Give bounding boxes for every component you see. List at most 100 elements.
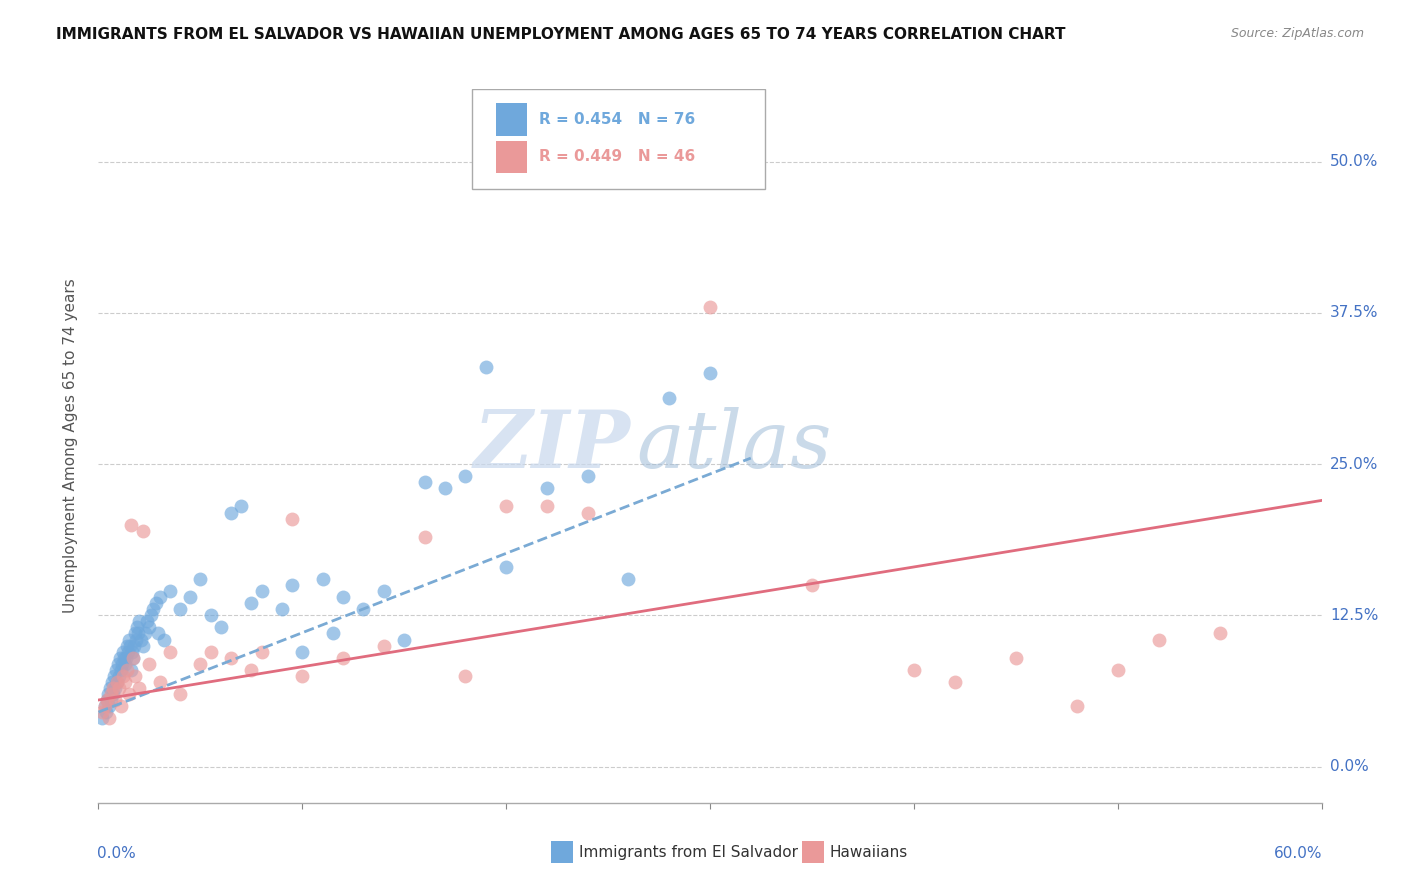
Point xyxy=(138,620,160,634)
Point xyxy=(124,626,146,640)
Point xyxy=(115,650,138,665)
Point xyxy=(312,572,335,586)
Text: R = 0.449   N = 46: R = 0.449 N = 46 xyxy=(538,150,695,164)
Point xyxy=(250,645,273,659)
Point xyxy=(127,620,149,634)
Point xyxy=(100,674,122,689)
Point xyxy=(96,693,118,707)
Point xyxy=(240,596,263,610)
Point xyxy=(179,590,201,604)
Text: 50.0%: 50.0% xyxy=(1330,154,1378,169)
Point xyxy=(188,572,212,586)
Text: Immigrants from El Salvador: Immigrants from El Salvador xyxy=(579,845,799,860)
Point xyxy=(114,674,136,689)
Point xyxy=(219,650,242,665)
Bar xyxy=(801,840,824,863)
Text: 37.5%: 37.5% xyxy=(1330,305,1378,320)
Point xyxy=(159,584,181,599)
Point xyxy=(943,674,966,689)
Point xyxy=(132,639,155,653)
Point xyxy=(91,711,114,725)
Point xyxy=(699,367,721,381)
Point xyxy=(108,681,131,695)
Point xyxy=(104,681,127,695)
Point xyxy=(1107,663,1129,677)
Point xyxy=(108,669,131,683)
Point xyxy=(617,572,640,586)
Point xyxy=(373,639,395,653)
Point xyxy=(219,506,242,520)
Point xyxy=(97,687,120,701)
Point xyxy=(125,632,148,647)
Point xyxy=(231,500,253,514)
Point xyxy=(93,699,115,714)
Point xyxy=(105,674,128,689)
Point xyxy=(332,590,354,604)
Point xyxy=(112,650,135,665)
FancyBboxPatch shape xyxy=(471,89,765,189)
Point xyxy=(138,657,160,671)
Point xyxy=(373,584,395,599)
Point xyxy=(495,500,517,514)
Bar xyxy=(551,840,574,863)
Point xyxy=(108,650,131,665)
Point xyxy=(699,300,721,314)
Point xyxy=(94,705,117,719)
Point xyxy=(291,645,314,659)
Point xyxy=(536,481,558,495)
Point xyxy=(352,602,374,616)
Point xyxy=(100,693,122,707)
Point xyxy=(98,681,121,695)
Point xyxy=(658,391,681,405)
Point xyxy=(118,687,141,701)
Point xyxy=(120,663,142,677)
Point xyxy=(159,645,181,659)
Point xyxy=(118,639,141,653)
Point xyxy=(454,669,477,683)
Point xyxy=(117,645,139,659)
Point xyxy=(104,663,127,677)
Point xyxy=(132,524,155,538)
Point xyxy=(145,596,167,610)
Point xyxy=(103,669,125,683)
Point xyxy=(200,608,222,623)
Point xyxy=(392,632,416,647)
Point xyxy=(96,693,118,707)
Point xyxy=(1004,650,1026,665)
Point xyxy=(121,645,143,659)
Point xyxy=(122,650,145,665)
Point xyxy=(122,650,145,665)
Point xyxy=(188,657,212,671)
Point xyxy=(413,530,436,544)
Point xyxy=(149,590,172,604)
Point xyxy=(118,632,141,647)
Point xyxy=(332,650,354,665)
Point xyxy=(101,681,124,695)
Point xyxy=(281,578,304,592)
Point xyxy=(104,693,127,707)
Point xyxy=(122,639,145,653)
Point xyxy=(91,705,114,719)
Text: Hawaiians: Hawaiians xyxy=(830,845,908,860)
Point xyxy=(101,687,124,701)
Point xyxy=(128,615,150,629)
Point xyxy=(142,602,165,616)
Point xyxy=(111,645,134,659)
Point xyxy=(111,669,134,683)
Point xyxy=(536,500,558,514)
Point xyxy=(413,475,436,490)
Point xyxy=(240,663,263,677)
Point xyxy=(801,578,824,592)
Point xyxy=(120,517,142,532)
Point xyxy=(127,626,149,640)
Point xyxy=(134,626,156,640)
Point xyxy=(110,699,132,714)
Point xyxy=(291,669,314,683)
Text: 12.5%: 12.5% xyxy=(1330,607,1378,623)
Point xyxy=(141,608,163,623)
Text: R = 0.454   N = 76: R = 0.454 N = 76 xyxy=(538,112,695,127)
Point xyxy=(903,663,925,677)
Point xyxy=(152,632,174,647)
Point xyxy=(107,657,129,671)
Point xyxy=(270,602,294,616)
